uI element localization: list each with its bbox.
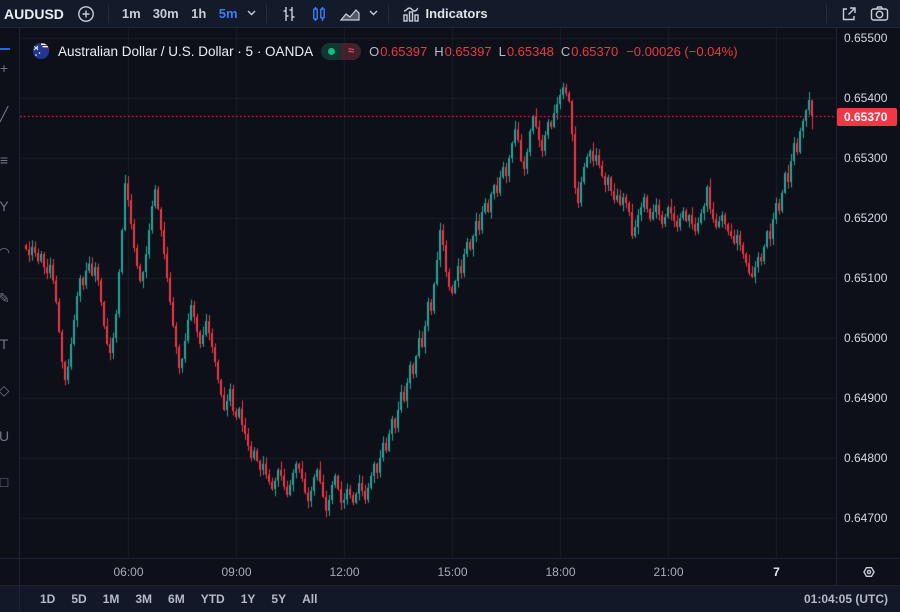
high-value: 0.65397 bbox=[444, 43, 492, 59]
toolbar-separator bbox=[265, 4, 267, 23]
indicators-label: Indicators bbox=[425, 6, 488, 21]
range-3M[interactable]: 3M bbox=[129, 589, 158, 609]
price-tick-label: 0.65500 bbox=[844, 31, 888, 46]
toolbar-separator bbox=[826, 4, 827, 23]
bars-style-icon[interactable] bbox=[275, 2, 303, 26]
price-tick-label: 0.64900 bbox=[844, 390, 888, 405]
main-area: + ╱ ≡ Y ◠ ✎ T ◇ U □ bbox=[0, 28, 900, 558]
time-tick-label: 21:00 bbox=[653, 565, 684, 579]
time-axis[interactable]: 06:00 09:00 12:00 15:00 18:00 21:00 7 bbox=[20, 559, 836, 585]
timeframe-5m[interactable]: 5m bbox=[214, 2, 243, 26]
close-value: 0.65370 bbox=[571, 43, 619, 59]
bottom-toolbar-left-pad bbox=[0, 585, 20, 612]
top-toolbar: AUDUSD 1m 30m 1h 5m bbox=[0, 0, 900, 28]
price-tick-label: 0.65400 bbox=[844, 91, 888, 106]
time-tick-label: 7 bbox=[773, 565, 780, 579]
candles-style-icon[interactable] bbox=[305, 2, 333, 26]
indicators-button[interactable]: Indicators bbox=[397, 2, 493, 26]
chart-title[interactable]: Australian Dollar / U.S. Dollar · 5 · OA… bbox=[58, 43, 314, 59]
close-label: C bbox=[560, 43, 571, 59]
range-5D[interactable]: 5D bbox=[65, 589, 92, 609]
price-tick-label: 0.65200 bbox=[844, 211, 888, 226]
time-tick-label: 12:00 bbox=[329, 565, 360, 579]
audusd-flag-icon bbox=[32, 42, 50, 60]
arc-tool[interactable]: ◠ bbox=[0, 244, 15, 261]
time-tick-label: 18:00 bbox=[545, 565, 576, 579]
change-value: −0.00026 (−0.04%) bbox=[626, 43, 738, 59]
axis-settings-corner[interactable] bbox=[836, 559, 900, 585]
price-tick-label: 0.65100 bbox=[844, 271, 888, 285]
range-6M[interactable]: 6M bbox=[162, 589, 191, 609]
timeframe-group: 1m 30m 1h 5m bbox=[117, 2, 243, 26]
chart-area: Australian Dollar / U.S. Dollar · 5 · OA… bbox=[20, 28, 836, 558]
camera-icon[interactable] bbox=[865, 2, 894, 26]
time-tick-label: 15:00 bbox=[437, 565, 468, 579]
magnet-tool[interactable]: U bbox=[0, 428, 15, 444]
high-label: H bbox=[434, 43, 444, 59]
delayed-data-icon: ≈ bbox=[341, 42, 362, 60]
range-5Y[interactable]: 5Y bbox=[265, 589, 292, 609]
active-tool-indicator bbox=[0, 48, 10, 50]
range-1D[interactable]: 1D bbox=[34, 589, 61, 609]
trend-line-tool[interactable]: ╱ bbox=[0, 106, 9, 122]
shape-tool[interactable]: ◇ bbox=[0, 382, 15, 399]
timeframe-1h[interactable]: 1h bbox=[186, 2, 212, 26]
price-tick-label: 0.64700 bbox=[844, 510, 888, 525]
realtime-status-icon bbox=[321, 42, 342, 60]
area-style-icon[interactable] bbox=[335, 2, 365, 26]
time-axis-left-corner bbox=[0, 559, 20, 585]
chart-legend: Australian Dollar / U.S. Dollar · 5 · OA… bbox=[32, 42, 738, 60]
low-value: 0.65348 bbox=[506, 43, 554, 59]
drawing-toolbar: + ╱ ≡ Y ◠ ✎ T ◇ U □ bbox=[0, 28, 20, 558]
price-axis[interactable]: 0.65370 0.65500 0.65400 0.65300 0.65200 0.65… bbox=[836, 28, 900, 558]
timezone-settings-icon bbox=[862, 567, 875, 578]
time-tick-label: 06:00 bbox=[113, 565, 144, 579]
time-tick-label: 09:00 bbox=[221, 565, 252, 579]
range-All[interactable]: All bbox=[296, 589, 323, 609]
ohlc-readout: O0.65397 H0.65397 L0.65348 C0.65370 −0.0… bbox=[369, 44, 737, 59]
bottom-toolbar: 1D 5D 1M 3M 6M YTD 1Y 5Y All 01:04:05 (UTC) bbox=[0, 585, 900, 612]
share-icon[interactable] bbox=[835, 2, 863, 26]
timeframe-1m[interactable]: 1m bbox=[117, 2, 146, 26]
date-range-group: 1D 5D 1M 3M 6M YTD 1Y 5Y All bbox=[34, 589, 323, 609]
market-status-pill[interactable]: ≈ bbox=[321, 42, 362, 60]
timeframe-chevron-down-icon[interactable] bbox=[245, 8, 258, 19]
price-tick-label: 0.64800 bbox=[844, 450, 888, 465]
toolbar-separator bbox=[107, 4, 109, 23]
compare-add-icon[interactable] bbox=[72, 2, 100, 26]
price-tick-label: 0.65300 bbox=[844, 151, 888, 166]
fib-retracement-tool[interactable]: ≡ bbox=[0, 152, 9, 168]
open-value: 0.65397 bbox=[380, 43, 428, 59]
pitchfork-tool[interactable]: Y bbox=[0, 198, 9, 214]
open-label: O bbox=[369, 43, 380, 59]
range-1Y[interactable]: 1Y bbox=[235, 589, 262, 609]
style-chevron-down-icon[interactable] bbox=[367, 8, 380, 19]
range-1M[interactable]: 1M bbox=[97, 589, 126, 609]
range-YTD[interactable]: YTD bbox=[195, 589, 231, 609]
text-tool[interactable]: T bbox=[0, 336, 9, 352]
indicators-icon bbox=[402, 6, 419, 22]
measure-tool[interactable]: □ bbox=[0, 474, 9, 490]
brush-tool[interactable]: ✎ bbox=[0, 290, 15, 307]
last-price-label: 0.65370 bbox=[837, 107, 897, 126]
plus-circle-icon bbox=[77, 5, 94, 22]
cursor-tool[interactable]: + bbox=[0, 60, 9, 76]
low-label: L bbox=[498, 43, 506, 59]
price-tick-label: 0.65000 bbox=[844, 330, 888, 345]
toolbar-separator bbox=[387, 4, 389, 23]
candlestick-chart-canvas[interactable] bbox=[20, 28, 836, 558]
clock[interactable]: 01:04:05 (UTC) bbox=[803, 592, 888, 606]
timeframe-30m[interactable]: 30m bbox=[148, 2, 184, 26]
time-axis-row: 06:00 09:00 12:00 15:00 18:00 21:00 7 bbox=[0, 558, 900, 585]
symbol-name[interactable]: AUDUSD bbox=[4, 5, 64, 22]
